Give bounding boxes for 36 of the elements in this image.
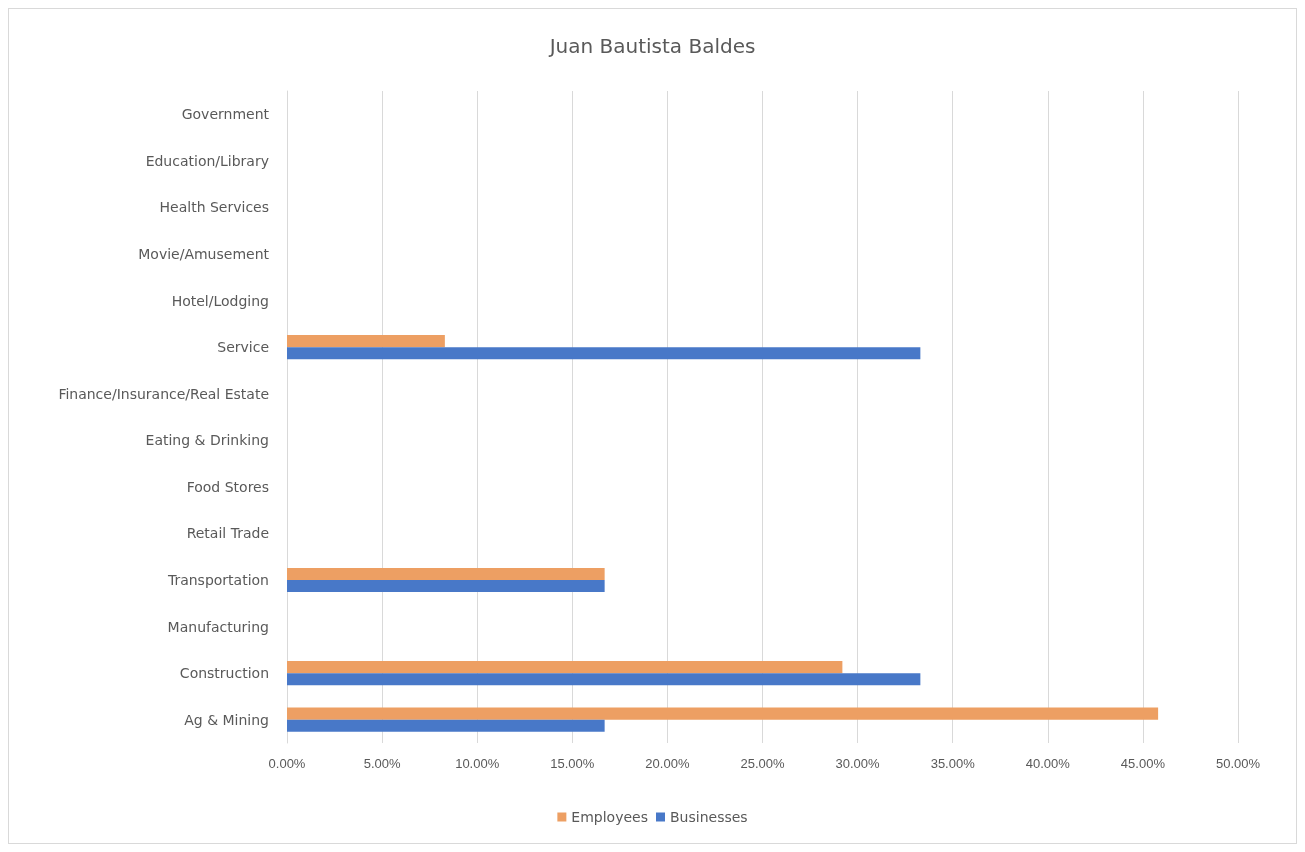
x-tick-label: 30.00% bbox=[835, 756, 881, 771]
bar bbox=[287, 661, 843, 674]
y-tick-label: Movie/Amusement bbox=[138, 246, 270, 262]
x-tick-label: 20.00% bbox=[645, 756, 690, 771]
legend-label: Businesses bbox=[669, 809, 748, 825]
x-tick-label: 50.00% bbox=[1215, 756, 1261, 771]
x-tick-label: 0.00% bbox=[268, 756, 306, 771]
bar bbox=[287, 673, 921, 686]
y-tick-label: Ag & Mining bbox=[184, 711, 269, 728]
y-tick-label: Food Stores bbox=[186, 478, 269, 495]
y-tick-label: Retail Trade bbox=[186, 525, 269, 542]
legend-label: Employees bbox=[571, 809, 648, 825]
x-tick-label: 25.00% bbox=[740, 756, 785, 771]
chart-title: Juan Bautista Baldes bbox=[547, 34, 756, 58]
bar bbox=[287, 567, 605, 580]
x-tick-label: 45.00% bbox=[1120, 756, 1166, 771]
y-tick-label: Service bbox=[217, 339, 269, 356]
y-tick-label: Education/Library bbox=[145, 152, 269, 169]
y-tick-label: Construction bbox=[179, 665, 269, 682]
y-tick-label: Government bbox=[181, 106, 270, 123]
bar bbox=[287, 580, 605, 593]
y-tick-label: Eating & Drinking bbox=[145, 432, 269, 449]
bar bbox=[287, 719, 605, 732]
y-tick-label: Finance/Insurance/Real Estate bbox=[58, 385, 269, 402]
bar bbox=[287, 707, 1159, 720]
x-tick-label: 15.00% bbox=[550, 756, 595, 771]
bar bbox=[287, 335, 445, 348]
x-tick-label: 40.00% bbox=[1025, 756, 1071, 771]
y-tick-label: Health Services bbox=[159, 199, 269, 216]
x-tick-label: 5.00% bbox=[363, 756, 401, 771]
y-tick-label: Manufacturing bbox=[167, 618, 269, 635]
bar bbox=[287, 347, 921, 360]
x-tick-label: 10.00% bbox=[455, 756, 500, 771]
x-tick-label: 35.00% bbox=[930, 756, 976, 771]
y-tick-label: Transportation bbox=[166, 572, 269, 588]
y-tick-label: Hotel/Lodging bbox=[171, 292, 269, 309]
